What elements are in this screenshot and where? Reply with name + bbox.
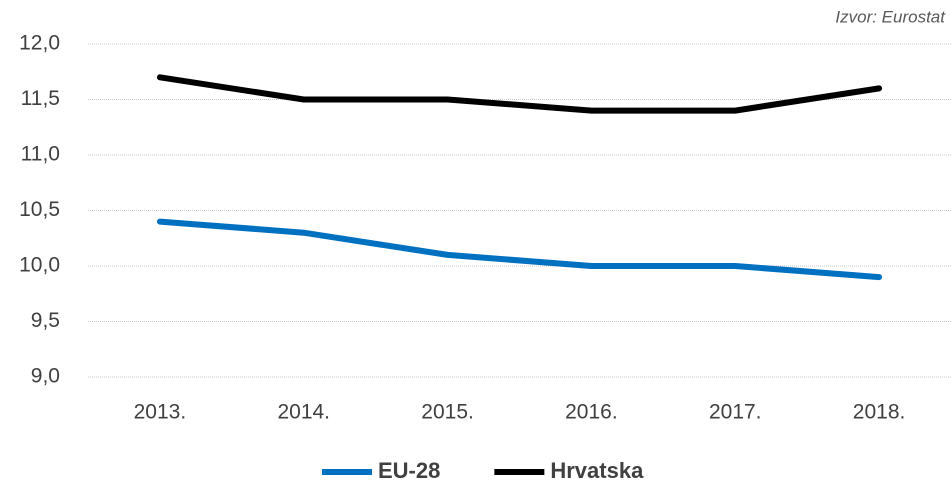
y-tick-label: 11,5 (21, 87, 60, 110)
y-tick-label: 9,0 (31, 365, 60, 388)
legend-label: Hrvatska (550, 458, 644, 483)
data-line (156, 74, 883, 114)
x-tick-label: 2013. (134, 401, 187, 424)
y-tick-label: 9,5 (31, 309, 60, 332)
x-tick-label: 2018. (853, 401, 906, 424)
y-tick-label: 12,0 (19, 32, 60, 55)
y-tick-label: 10,5 (19, 198, 60, 221)
data-line (156, 218, 883, 281)
x-tick-label: 2015. (421, 401, 474, 424)
x-tick-label: 2017. (709, 401, 762, 424)
legend-label: EU-28 (378, 458, 440, 483)
y-tick-label: 11,0 (21, 143, 60, 166)
x-tick-label: 2016. (565, 401, 618, 424)
x-tick-label: 2014. (277, 401, 330, 424)
source-note: Izvor: Eurostat (835, 7, 946, 26)
y-tick-label: 10,0 (19, 254, 60, 277)
